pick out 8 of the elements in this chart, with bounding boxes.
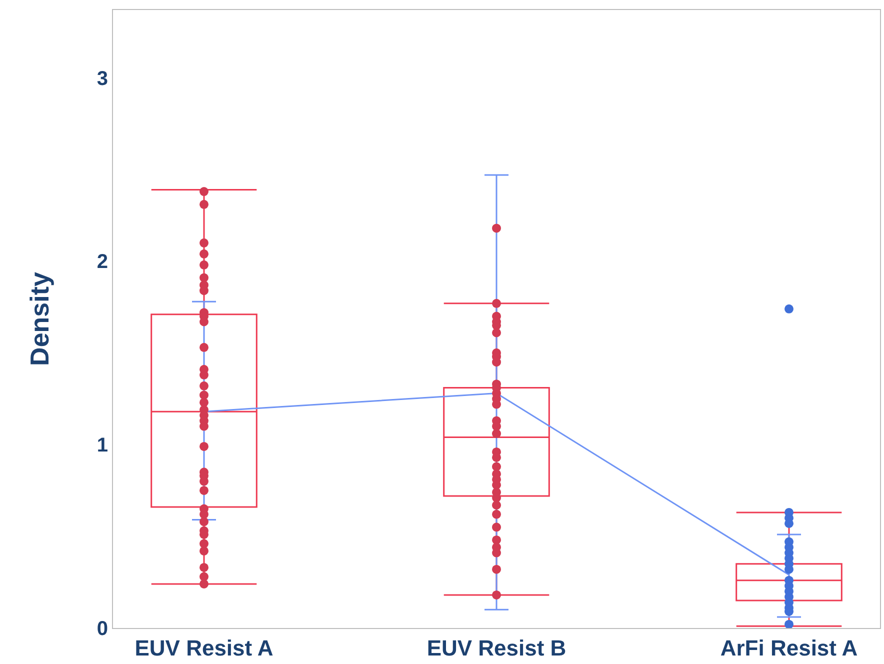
y-tick-label: 2	[96, 251, 108, 274]
x-tick-label: EUV Resist A	[134, 635, 274, 660]
y-tick-label: 0	[96, 618, 108, 640]
y-tick-label: 3	[96, 68, 108, 90]
x-tick-label: EUV Resist B	[426, 635, 566, 660]
y-axis-title: Density	[24, 272, 54, 366]
y-tick-label: 1	[96, 434, 108, 457]
x-tick-label: ArFi Resist A	[720, 635, 858, 660]
